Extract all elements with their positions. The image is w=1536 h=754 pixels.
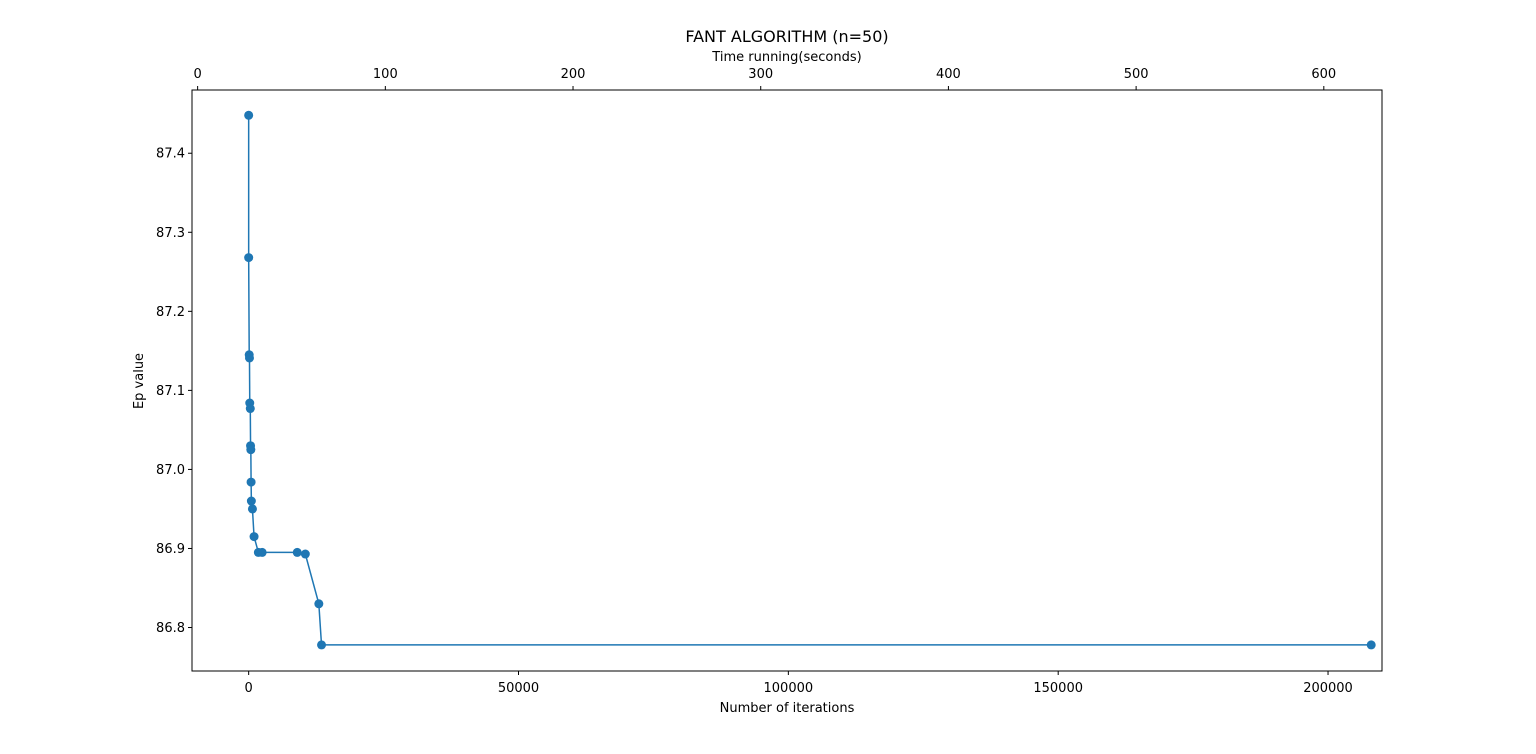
data-point [246, 477, 256, 487]
x-tick-label: 0 [245, 681, 253, 696]
top-x-tick-label: 200 [561, 67, 586, 82]
chart-title: FANT ALGORITHM (n=50) [685, 27, 888, 46]
data-point [244, 353, 254, 363]
top-x-tick-label: 100 [373, 67, 398, 82]
y-tick-label: 86.8 [156, 621, 185, 636]
y-tick-label: 86.9 [156, 542, 185, 557]
top-x-tick-label: 500 [1124, 67, 1149, 82]
y-tick-label: 87.1 [156, 384, 185, 399]
x-tick-label: 50000 [498, 681, 539, 696]
data-point [300, 549, 310, 559]
data-point [257, 547, 267, 557]
y-tick-label: 87.0 [156, 463, 185, 478]
data-point [292, 547, 302, 557]
y-tick-label: 87.3 [156, 226, 185, 241]
data-point [1366, 640, 1376, 650]
y-tick-label: 87.4 [156, 147, 185, 162]
x-axis-bottom: 0 50000 100000 150000 200000 [245, 671, 1353, 696]
data-point [247, 504, 257, 514]
data-point [249, 532, 259, 542]
top-x-tick-label: 300 [748, 67, 773, 82]
data-point [314, 599, 324, 609]
top-x-tick-label: 600 [1311, 67, 1336, 82]
data-point [245, 404, 255, 414]
x-axis-top: 0 100 200 300 400 500 600 [193, 67, 1336, 90]
data-point [246, 445, 256, 455]
y-axis: 86.8 86.9 87.0 87.1 87.2 87.3 87.4 [156, 147, 192, 636]
y-axis-label: Ep value [132, 353, 147, 409]
data-series [244, 110, 1376, 650]
plot-area [191, 89, 1383, 672]
x-tick-label: 100000 [764, 681, 814, 696]
x-tick-label: 150000 [1033, 681, 1083, 696]
data-point [317, 640, 327, 650]
top-x-tick-label: 0 [193, 67, 201, 82]
top-axis-label: Time running(seconds) [711, 50, 861, 65]
x-axis-label: Number of iterations [720, 701, 855, 716]
data-point [244, 110, 254, 120]
data-point [244, 253, 254, 263]
data-point [246, 496, 256, 506]
x-tick-label: 200000 [1303, 681, 1353, 696]
y-tick-label: 87.2 [156, 305, 185, 320]
top-x-tick-label: 400 [936, 67, 961, 82]
